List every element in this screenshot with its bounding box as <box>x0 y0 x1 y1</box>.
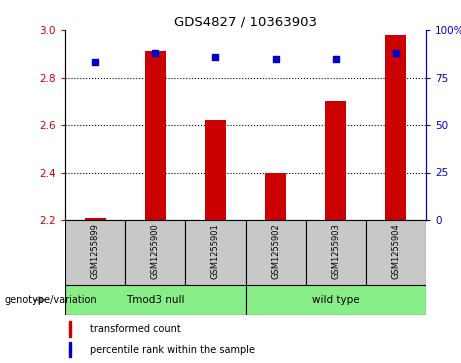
Point <box>332 56 339 61</box>
Bar <box>306 220 366 285</box>
Point <box>91 60 99 65</box>
Bar <box>65 220 125 285</box>
Text: GSM1255900: GSM1255900 <box>151 223 160 279</box>
Bar <box>185 220 246 285</box>
Text: percentile rank within the sample: percentile rank within the sample <box>90 344 255 355</box>
Text: GSM1255903: GSM1255903 <box>331 223 340 279</box>
Text: transformed count: transformed count <box>90 324 181 334</box>
Bar <box>145 52 166 220</box>
Bar <box>246 285 426 315</box>
Point <box>392 50 400 56</box>
Bar <box>69 321 71 337</box>
Bar <box>385 35 407 220</box>
Bar <box>69 342 71 357</box>
Text: genotype/variation: genotype/variation <box>5 295 97 305</box>
Title: GDS4827 / 10363903: GDS4827 / 10363903 <box>174 16 317 29</box>
Text: wild type: wild type <box>312 295 360 305</box>
Bar <box>65 285 246 315</box>
Bar <box>366 220 426 285</box>
Bar <box>125 220 185 285</box>
Point <box>212 54 219 60</box>
Point <box>272 56 279 61</box>
Bar <box>246 220 306 285</box>
Bar <box>205 120 226 220</box>
Text: GSM1255899: GSM1255899 <box>90 223 100 279</box>
Text: GSM1255901: GSM1255901 <box>211 223 220 279</box>
Point <box>152 50 159 56</box>
Text: GSM1255902: GSM1255902 <box>271 223 280 279</box>
Text: Tmod3 null: Tmod3 null <box>126 295 184 305</box>
Text: GSM1255904: GSM1255904 <box>391 223 401 279</box>
Bar <box>265 172 286 220</box>
Bar <box>84 218 106 220</box>
Bar <box>325 101 346 220</box>
